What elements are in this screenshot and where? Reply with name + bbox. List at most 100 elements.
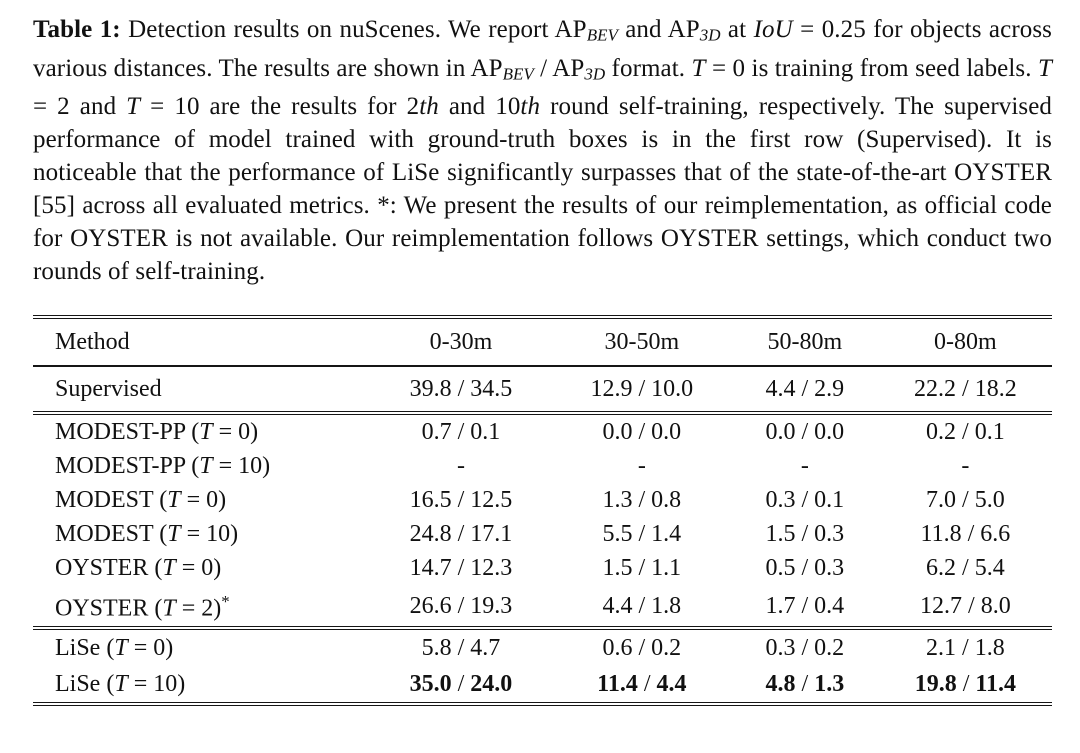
value-cell: 0.0 / 0.0 <box>602 419 682 446</box>
text-segment: = 10) <box>180 521 239 548</box>
text-segment: T <box>167 487 181 514</box>
text-segment: = 10) <box>127 670 186 697</box>
text-segment: T <box>199 419 213 446</box>
text-segment: BEV <box>502 64 534 84</box>
table-row: LiSe (T = 0) 5.8 / 4.7 0.6 / 0.2 0.3 / 0.2 2… <box>33 628 1052 666</box>
column-header-50-80m: 50-80m <box>767 329 843 356</box>
text-segment: = 0) <box>175 555 222 582</box>
table-row: LiSe (T = 10) 35.0 / 24.0 11.4 / 4.4 4.8 / … <box>33 666 1052 704</box>
method-cell: MODEST (T = 10) <box>33 517 369 551</box>
value-cell: 12.9 / 10.0 <box>590 376 694 403</box>
table-group-lise: LiSe (T = 0) 5.8 / 4.7 0.6 / 0.2 0.3 / 0.2 2… <box>33 628 1052 704</box>
text-segment: th <box>419 93 439 121</box>
table-group-baselines: MODEST-PP (T = 0) 0.7 / 0.1 0.0 / 0.0 0.0 /… <box>33 413 1052 628</box>
text-segment: round self-training, respectively. The s… <box>33 93 1053 286</box>
text-segment: = 0) <box>212 419 259 446</box>
text-segment: Supervised <box>55 376 162 403</box>
text-segment: MODEST ( <box>55 521 168 548</box>
value-cell: 2.1 / 1.8 <box>926 634 1005 661</box>
value-cell: 7.0 / 5.0 <box>926 487 1005 514</box>
text-segment: T <box>126 93 141 121</box>
method-cell: LiSe (T = 10) <box>33 666 369 704</box>
value-cell: 35.0 / 24.0 <box>409 670 513 697</box>
value-cell: - <box>456 453 465 480</box>
text-segment: Table 1: <box>33 16 121 43</box>
value-cell: 1.7 / 0.4 <box>765 592 845 619</box>
value-cell: - <box>800 453 809 480</box>
text-segment: / AP <box>533 54 585 82</box>
value-cell: 4.4 / 2.9 <box>765 376 845 403</box>
text-segment: format. <box>605 54 692 82</box>
value-cell: - <box>961 453 970 480</box>
column-header-0-80m: 0-80m <box>934 329 997 356</box>
text-segment: T <box>114 634 128 661</box>
header-row: Method 0-30m 30-50m 50-80m 0-80m <box>33 317 1052 366</box>
value-cell: 1.5 / 0.3 <box>765 521 845 548</box>
text-segment: MODEST-PP ( <box>55 419 200 446</box>
text-segment: OYSTER ( <box>55 595 163 622</box>
method-cell: OYSTER (T = 0) <box>33 551 369 585</box>
text-segment: = 0.25 for objects across various distan… <box>33 16 1053 82</box>
value-cell: 1.3 / 0.8 <box>602 487 682 514</box>
value-cell: 39.8 / 34.5 <box>409 376 513 403</box>
table-row: OYSTER (T = 0) 14.7 / 12.3 1.5 / 1.1 0.5 / … <box>33 551 1052 585</box>
value-cell: 11.8 / 6.6 <box>920 521 1011 548</box>
value-cell: 0.5 / 0.3 <box>765 555 845 582</box>
value-cell: 6.2 / 5.4 <box>926 555 1005 582</box>
text-segment: 3D <box>584 64 606 84</box>
text-segment: = 10) <box>212 453 271 480</box>
text-segment: LiSe ( <box>55 670 115 697</box>
text-segment: MODEST-PP ( <box>55 453 200 480</box>
column-header-30-50m: 30-50m <box>604 329 680 356</box>
table-caption: Table 1: Detection results on nuScenes. … <box>33 13 1052 288</box>
text-segment: = 0) <box>180 487 227 514</box>
text-segment: 3D <box>699 25 721 45</box>
value-cell: 4.4 / 1.8 <box>602 592 682 619</box>
text-segment: MODEST ( <box>55 487 168 514</box>
text-segment: Detection results on nuScenes. We report… <box>120 16 587 43</box>
value-cell: 5.8 / 4.7 <box>421 634 501 661</box>
value-cell: 5.5 / 1.4 <box>602 521 682 548</box>
table-header: Method 0-30m 30-50m 50-80m 0-80m <box>33 317 1052 367</box>
results-table: Method 0-30m 30-50m 50-80m 0-80m Supervised 3… <box>33 315 1052 706</box>
text-segment: BEV <box>586 25 618 45</box>
column-header-method: Method <box>55 329 130 356</box>
text-segment: T <box>691 54 706 82</box>
method-cell: MODEST-PP (T = 0) <box>33 413 369 449</box>
method-cell: MODEST-PP (T = 10) <box>33 449 369 483</box>
value-cell: 22.2 / 18.2 <box>914 376 1017 403</box>
method-cell: LiSe (T = 0) <box>33 628 369 666</box>
text-segment: = 10 are the results for 2 <box>140 93 420 121</box>
method-cell: MODEST (T = 0) <box>33 483 369 517</box>
text-segment: at <box>720 16 754 43</box>
value-cell: 1.5 / 1.1 <box>602 555 682 582</box>
value-cell: 16.5 / 12.5 <box>409 487 513 514</box>
text-segment: T <box>114 670 128 697</box>
value-cell: 0.0 / 0.0 <box>765 419 845 446</box>
text-segment: T <box>167 521 181 548</box>
table-row: Supervised 39.8 / 34.5 12.9 / 10.0 4.4 / 2.… <box>33 366 1052 413</box>
text-segment: th <box>520 93 541 121</box>
text-segment: LiSe ( <box>55 634 115 661</box>
value-cell: 0.6 / 0.2 <box>602 634 682 661</box>
data-table: Method 0-30m 30-50m 50-80m 0-80m Supervised 3… <box>33 315 1052 706</box>
text-segment: = 2 and <box>33 93 127 121</box>
text-segment: OYSTER ( <box>55 555 163 582</box>
value-cell: - <box>637 453 646 480</box>
value-cell: 26.6 / 19.3 <box>409 592 513 619</box>
text-segment: = 2) <box>175 595 222 622</box>
text-segment: = 0 is training from seed labels. <box>705 54 1038 82</box>
value-cell: 14.7 / 12.3 <box>409 555 513 582</box>
table-row: MODEST-PP (T = 10) - - - - <box>33 449 1052 483</box>
table-row: MODEST (T = 0) 16.5 / 12.5 1.3 / 0.8 0.3 / … <box>33 483 1052 517</box>
value-cell: 12.7 / 8.0 <box>920 592 1011 619</box>
value-cell: 0.7 / 0.1 <box>421 419 501 446</box>
text-segment: * <box>221 592 230 612</box>
text-segment: and AP <box>617 16 700 43</box>
text-segment: T <box>162 595 176 622</box>
table-row: OYSTER (T = 2)* 26.6 / 19.3 4.4 / 1.8 1.7 /… <box>33 585 1052 627</box>
value-cell: 0.3 / 0.2 <box>765 634 845 661</box>
text-segment: T <box>199 453 213 480</box>
text-segment: T <box>162 555 176 582</box>
